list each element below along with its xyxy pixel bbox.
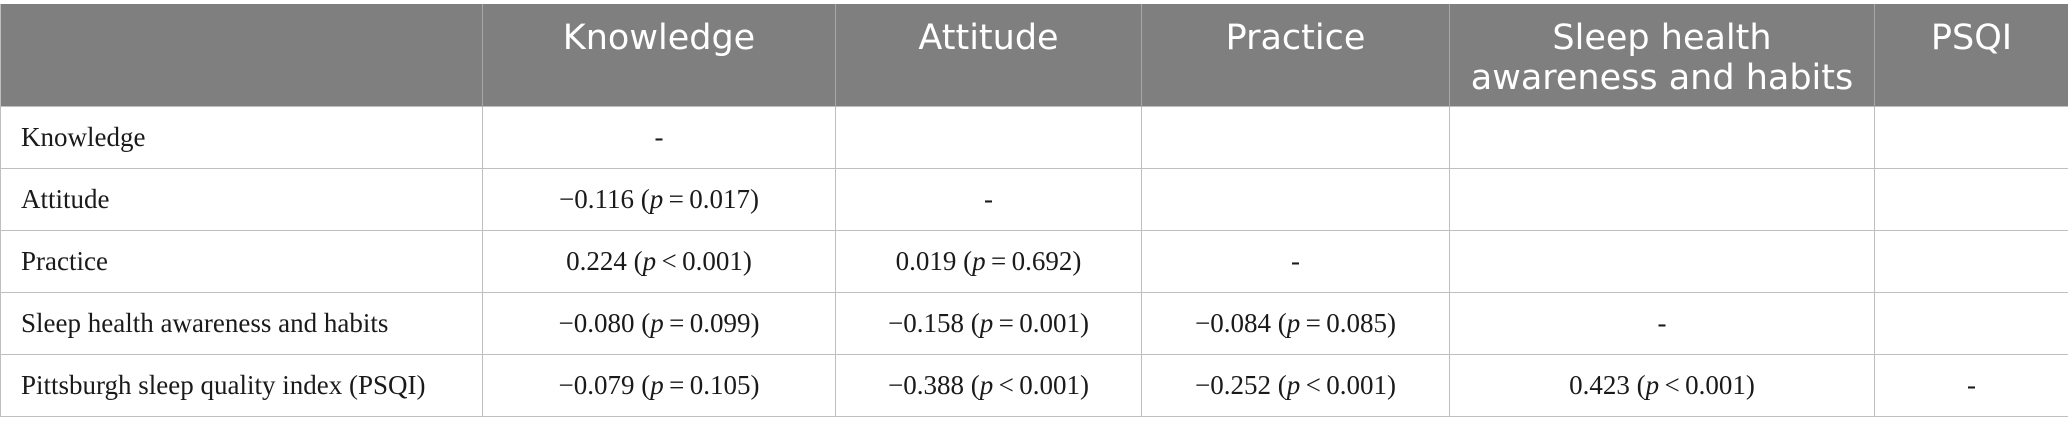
p-symbol: p — [979, 370, 994, 400]
table-row: Knowledge - — [0, 106, 2068, 169]
table-cell: - — [835, 168, 1142, 231]
p-symbol: p — [1645, 370, 1660, 400]
table-cell: 0.224 (p < 0.001) — [482, 230, 836, 293]
header-cell-knowledge: Knowledge — [482, 4, 836, 107]
p-symbol: p — [649, 184, 664, 214]
table-cell: −0.388 (p < 0.001) — [835, 354, 1142, 417]
header-cell-practice: Practice — [1141, 4, 1450, 107]
row-label: Knowledge — [0, 106, 483, 169]
row-label: Pittsburgh sleep quality index (PSQI) — [0, 354, 483, 417]
table-cell: −0.116 (p = 0.017) — [482, 168, 836, 231]
p-symbol: p — [642, 246, 657, 276]
header-row: Knowledge Attitude Practice Sleep health… — [0, 4, 2068, 107]
p-symbol: p — [650, 370, 664, 400]
table-cell: −0.252 (p < 0.001) — [1141, 354, 1450, 417]
correlation-table: Knowledge Attitude Practice Sleep health… — [0, 4, 2068, 417]
table-cell — [1449, 168, 1875, 231]
table-body: Knowledge - Attitude −0.116 (p = 0.017) … — [0, 106, 2068, 417]
table-cell — [835, 106, 1142, 169]
row-label: Practice — [0, 230, 483, 293]
table-cell — [1874, 230, 2068, 293]
table-cell — [1449, 106, 1875, 169]
table-cell — [1874, 292, 2068, 355]
table-cell: - — [1449, 292, 1875, 355]
table-row: Sleep health awareness and habits −0.080… — [0, 292, 2068, 355]
table-cell: 0.423 (p < 0.001) — [1449, 354, 1875, 417]
correlation-table-container: Knowledge Attitude Practice Sleep health… — [0, 4, 2068, 417]
table-cell: - — [1141, 230, 1450, 293]
table-header: Knowledge Attitude Practice Sleep health… — [0, 4, 2068, 107]
table-cell — [1874, 106, 2068, 169]
header-cell-attitude: Attitude — [835, 4, 1142, 107]
p-symbol: p — [979, 308, 994, 338]
table-row: Pittsburgh sleep quality index (PSQI) −0… — [0, 354, 2068, 417]
p-symbol: p — [650, 308, 664, 338]
p-symbol: p — [1286, 370, 1301, 400]
p-symbol: p — [972, 246, 986, 276]
table-cell — [1141, 106, 1450, 169]
table-cell: −0.158 (p = 0.001) — [835, 292, 1142, 355]
table-cell — [1874, 168, 2068, 231]
p-symbol: p — [1286, 308, 1301, 338]
table-cell: −0.080 (p = 0.099) — [482, 292, 836, 355]
header-cell-empty — [0, 4, 483, 107]
table-cell: −0.084 (p = 0.085) — [1141, 292, 1450, 355]
header-cell-psqi: PSQI — [1874, 4, 2068, 107]
table-cell: - — [1874, 354, 2068, 417]
table-row: Practice 0.224 (p < 0.001) 0.019 (p = 0.… — [0, 230, 2068, 293]
table-cell: 0.019 (p = 0.692) — [835, 230, 1142, 293]
table-cell: - — [482, 106, 836, 169]
table-row: Attitude −0.116 (p = 0.017) - — [0, 168, 2068, 231]
header-cell-sleep-health: Sleep health awareness and habits — [1449, 4, 1875, 107]
table-cell — [1141, 168, 1450, 231]
row-label: Sleep health awareness and habits — [0, 292, 483, 355]
table-cell — [1449, 230, 1875, 293]
table-cell: −0.079 (p = 0.105) — [482, 354, 836, 417]
row-label: Attitude — [0, 168, 483, 231]
